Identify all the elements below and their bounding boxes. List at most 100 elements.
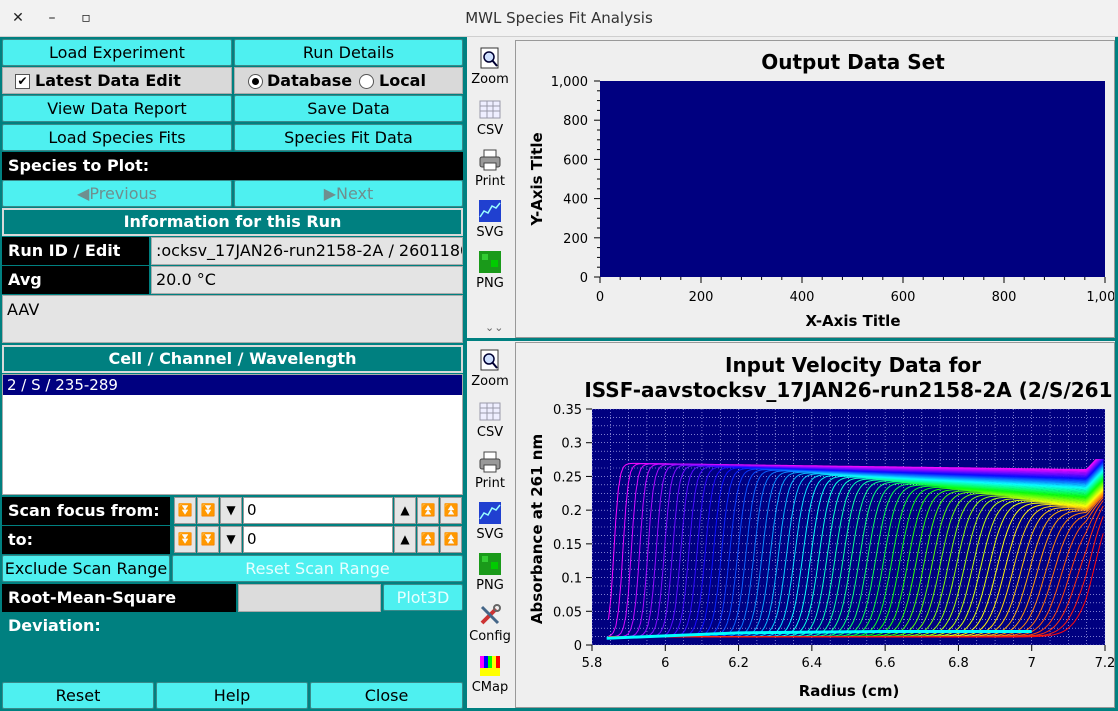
velocity-plot-frame: Input Velocity Data for ISSF-aavstocksv_… [515,342,1115,708]
maximize-window-icon[interactable]: ▫ [81,10,91,26]
window-title: MWL Species Fit Analysis [465,9,653,27]
chart-title-line2: ISSF-aavstocksv_17JAN26-run2158-2A (2/S/… [584,378,1114,402]
output-plot[interactable]: Output Data Set 0 200 400 600 800 1,000 0 200 40… [516,41,1114,337]
config-tool[interactable]: Config [467,599,513,649]
config-label: Config [469,629,511,644]
rmsd-field [238,584,381,612]
csv-label: CSV [476,425,504,440]
print-label: Print [475,476,505,491]
zoom-label: Zoom [471,72,509,87]
bottom-plot-toolbar: Zoom CSV Print SVG PNG Config CMap [467,342,513,708]
x-tick-label: 6.2 [728,656,749,671]
x-tick-label: 6.4 [802,656,823,671]
increment-to-icon[interactable]: ⏫ [417,526,439,553]
png-export-icon [479,553,501,575]
previous-label: Previous [89,184,157,203]
rmsd-label: Root-Mean-Square Deviation: [2,584,236,635]
previous-button[interactable]: ◀Previous [2,180,232,207]
velocity-plot[interactable]: Input Velocity Data for ISSF-aavstocksv_… [516,343,1114,707]
data-source-radio-row: Database Local Disk [234,67,463,115]
left-arrow-icon: ◀ [77,184,90,203]
cell-channel-header: Cell / Channel / Wavelength [2,345,463,373]
species-fit-data-button[interactable]: Species Fit Data [234,124,463,151]
top-plot-toolbar: Zoom CSV Print SVG PNG ⌄⌄ [467,40,513,338]
scan-to-input[interactable]: 0 [243,526,393,553]
png-tool-bottom[interactable]: PNG [467,548,513,598]
plot-divider [465,338,1118,341]
x-tick-label: 6.6 [875,656,896,671]
chart-title-line1: Input Velocity Data for [725,353,981,377]
print-tool-bottom[interactable]: Print [467,446,513,496]
checkbox-checked-icon[interactable]: ✔ [15,74,30,89]
fast-decrement-to-icon[interactable]: ⏬ [174,526,196,553]
reset-button[interactable]: Reset [2,682,154,709]
local-disk-radio[interactable] [359,74,374,89]
zoom-tool-bottom[interactable]: Zoom [467,344,513,394]
svg-tool-top[interactable]: SVG [467,195,513,245]
step-up-to-icon[interactable]: ▲ [394,526,416,553]
x-tick-label: 5.8 [582,656,603,671]
step-down-from-icon[interactable]: ▼ [220,497,242,524]
cmap-label: CMap [471,680,509,695]
svg-export-icon [479,200,501,222]
help-button[interactable]: Help [156,682,308,709]
csv-tool-bottom[interactable]: CSV [467,395,513,445]
minimize-window-icon[interactable]: – [48,10,56,26]
load-species-fits-button[interactable]: Load Species Fits [2,124,232,151]
decrement-to-icon[interactable]: ⏬ [197,526,219,553]
x-tick-label: 6 [661,656,669,671]
decrement-from-icon[interactable]: ⏬ [197,497,219,524]
svg-tool-bottom[interactable]: SVG [467,497,513,547]
step-up-from-icon[interactable]: ▲ [394,497,416,524]
close-button[interactable]: Close [310,682,463,709]
title-bar: ✕ – ▫ MWL Species Fit Analysis [0,0,1118,37]
fast-increment-from-icon[interactable]: ⏫ [440,497,462,524]
run-id-label: Run ID / Edit ID: [2,237,149,288]
close-window-icon[interactable]: ✕ [12,10,24,26]
load-experiment-button[interactable]: Load Experiment [2,39,232,66]
species-to-plot-label: Species to Plot: [2,152,463,180]
exclude-scan-range-button[interactable]: Exclude Scan Range [2,555,170,582]
y-tick-label: 0 [574,639,582,654]
next-button[interactable]: ▶Next [234,180,463,207]
scan-curve [608,533,1104,638]
csv-tool-top[interactable]: CSV [467,93,513,143]
y-tick-label: 400 [563,193,588,208]
y-tick-label: 0 [580,271,588,286]
view-data-report-button[interactable]: View Data Report [2,95,232,122]
cell-list[interactable]: 2 / S / 235-289 [2,374,463,495]
scan-from-input[interactable]: 0 [243,497,393,524]
radio-dot-icon [252,78,259,85]
png-tool-top[interactable]: PNG [467,246,513,296]
zoom-icon [480,349,499,371]
increment-from-icon[interactable]: ⏫ [417,497,439,524]
print-tool-top[interactable]: Print [467,144,513,194]
list-item[interactable]: 2 / S / 235-289 [3,375,462,395]
zoom-tool-top[interactable]: Zoom [467,42,513,92]
x-tick-label: 0 [596,290,604,305]
more-tools-chevron-icon[interactable]: ⌄⌄ [485,321,504,334]
plot-area [600,81,1105,277]
fast-decrement-from-icon[interactable]: ⏬ [174,497,196,524]
reset-scan-range-button[interactable]: Reset Scan Range [172,555,463,582]
y-tick-label: 0.2 [561,504,582,519]
save-data-button[interactable]: Save Data [234,95,463,122]
run-details-button[interactable]: Run Details [234,39,463,66]
x-axis-title: Radius (cm) [799,682,900,700]
printer-icon [479,149,501,171]
zoom-label: Zoom [471,374,509,389]
y-axis-title: Absorbance at 261 nm [528,434,546,624]
csv-icon [479,402,501,421]
cmap-tool[interactable]: CMap [467,650,513,700]
y-tick-label: 0.35 [553,403,582,418]
latest-data-edit-checkbox-row[interactable]: ✔ Latest Data Edit [2,67,232,94]
step-down-to-icon[interactable]: ▼ [220,526,242,553]
bottom-border [465,708,1118,711]
svg-export-icon [479,502,501,524]
run-description-text: AAV [2,295,463,343]
plot3d-button[interactable]: Plot3D [383,584,463,611]
fast-increment-to-icon[interactable]: ⏫ [440,526,462,553]
database-radio[interactable] [248,74,263,89]
avg-temperature-field: 20.0 °C [151,266,463,294]
avg-temperature-label: Avg Temperature: [2,266,149,317]
